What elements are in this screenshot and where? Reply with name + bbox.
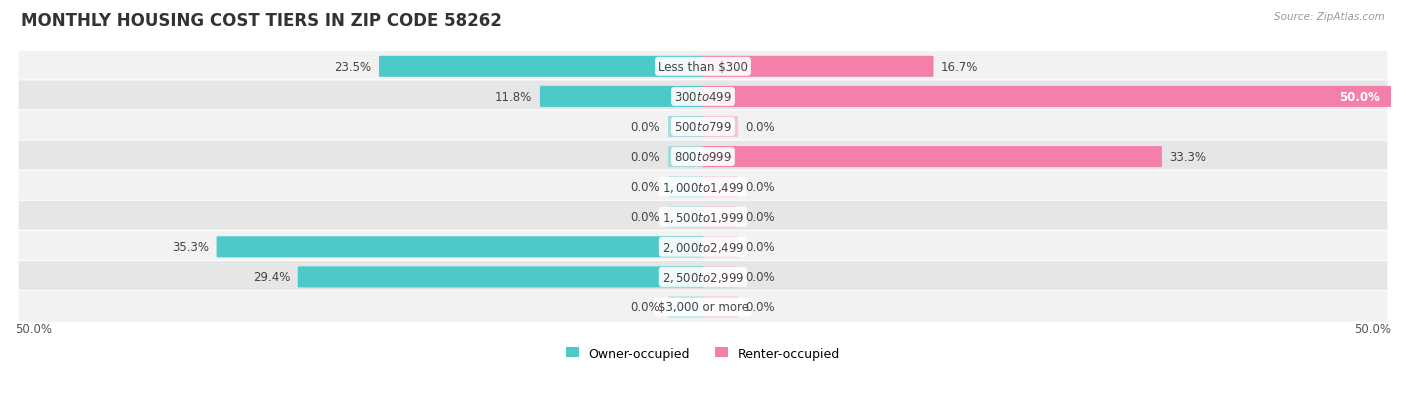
Text: $300 to $499: $300 to $499 [673, 91, 733, 104]
Text: 50.0%: 50.0% [1339, 91, 1381, 104]
Text: $2,500 to $2,999: $2,500 to $2,999 [662, 270, 744, 284]
Text: 16.7%: 16.7% [941, 61, 979, 74]
FancyBboxPatch shape [668, 147, 703, 168]
Text: $1,000 to $1,499: $1,000 to $1,499 [662, 180, 744, 194]
Text: 0.0%: 0.0% [745, 211, 775, 224]
FancyBboxPatch shape [18, 261, 1388, 294]
Text: $2,000 to $2,499: $2,000 to $2,499 [662, 240, 744, 254]
FancyBboxPatch shape [18, 291, 1388, 324]
FancyBboxPatch shape [703, 147, 1161, 168]
FancyBboxPatch shape [703, 297, 738, 318]
Text: 50.0%: 50.0% [1354, 322, 1391, 335]
FancyBboxPatch shape [217, 237, 703, 258]
Text: 33.3%: 33.3% [1170, 151, 1206, 164]
Text: Source: ZipAtlas.com: Source: ZipAtlas.com [1274, 12, 1385, 22]
FancyBboxPatch shape [18, 231, 1388, 264]
FancyBboxPatch shape [703, 237, 738, 258]
Text: 0.0%: 0.0% [631, 181, 661, 194]
FancyBboxPatch shape [298, 267, 703, 288]
Text: 29.4%: 29.4% [253, 271, 290, 284]
Text: 50.0%: 50.0% [15, 322, 52, 335]
Text: 0.0%: 0.0% [745, 271, 775, 284]
FancyBboxPatch shape [18, 141, 1388, 174]
FancyBboxPatch shape [18, 171, 1388, 204]
Text: 0.0%: 0.0% [631, 211, 661, 224]
Text: $1,500 to $1,999: $1,500 to $1,999 [662, 210, 744, 224]
Text: 23.5%: 23.5% [335, 61, 371, 74]
Text: MONTHLY HOUSING COST TIERS IN ZIP CODE 58262: MONTHLY HOUSING COST TIERS IN ZIP CODE 5… [21, 12, 502, 30]
FancyBboxPatch shape [703, 116, 738, 138]
FancyBboxPatch shape [703, 57, 934, 78]
Text: 0.0%: 0.0% [631, 301, 661, 314]
FancyBboxPatch shape [703, 177, 738, 198]
Text: 0.0%: 0.0% [745, 181, 775, 194]
FancyBboxPatch shape [703, 206, 738, 228]
FancyBboxPatch shape [540, 87, 703, 108]
FancyBboxPatch shape [703, 87, 1392, 108]
Text: 0.0%: 0.0% [745, 301, 775, 314]
Text: 0.0%: 0.0% [631, 121, 661, 134]
Legend: Owner-occupied, Renter-occupied: Owner-occupied, Renter-occupied [561, 342, 845, 365]
FancyBboxPatch shape [668, 206, 703, 228]
FancyBboxPatch shape [18, 51, 1388, 84]
Text: Less than $300: Less than $300 [658, 61, 748, 74]
Text: 0.0%: 0.0% [745, 241, 775, 254]
FancyBboxPatch shape [703, 267, 738, 288]
FancyBboxPatch shape [18, 111, 1388, 144]
Text: 11.8%: 11.8% [495, 91, 533, 104]
FancyBboxPatch shape [380, 57, 703, 78]
Text: $800 to $999: $800 to $999 [673, 151, 733, 164]
FancyBboxPatch shape [18, 201, 1388, 234]
Text: 35.3%: 35.3% [172, 241, 209, 254]
Text: $500 to $799: $500 to $799 [673, 121, 733, 134]
FancyBboxPatch shape [668, 116, 703, 138]
Text: $3,000 or more: $3,000 or more [658, 301, 748, 314]
FancyBboxPatch shape [18, 81, 1388, 114]
Text: 0.0%: 0.0% [745, 121, 775, 134]
Text: 0.0%: 0.0% [631, 151, 661, 164]
FancyBboxPatch shape [668, 297, 703, 318]
FancyBboxPatch shape [668, 177, 703, 198]
